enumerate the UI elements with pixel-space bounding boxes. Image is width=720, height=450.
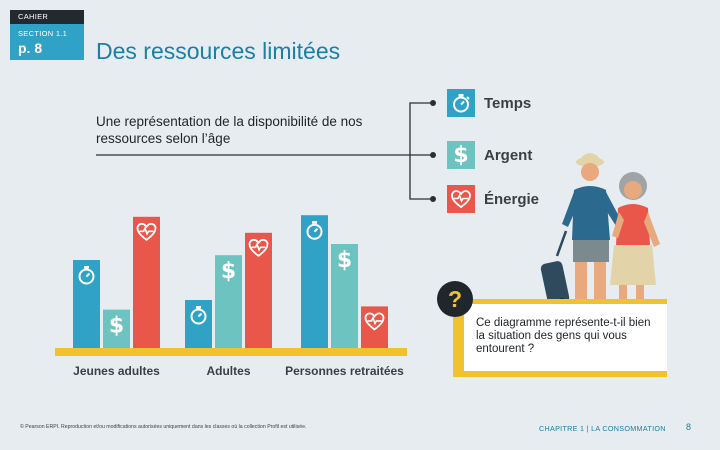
footer-page-number: 8: [686, 422, 692, 432]
chart-baseline: [55, 348, 407, 356]
chart-bar: [73, 260, 100, 348]
chart-bar: [215, 255, 242, 348]
dollar-icon: $: [447, 141, 475, 169]
woman-illustration: [610, 172, 660, 308]
dollar-icon: $: [337, 248, 352, 273]
svg-text:$: $: [109, 314, 124, 339]
chart-bar: [245, 232, 272, 348]
svg-text:$: $: [337, 248, 352, 273]
page-reference: p. 8: [18, 40, 43, 56]
dollar-icon: $: [221, 259, 236, 284]
stopwatch-icon: [447, 89, 475, 117]
stopwatch-icon: [306, 221, 323, 240]
category-label: Personnes retraitées: [285, 364, 404, 378]
chapter-label: CHAPITRE 1 | LA CONSOMMATION: [539, 424, 666, 433]
legend-item-energie: Énergie: [447, 182, 539, 216]
dollar-icon: $: [109, 314, 124, 339]
legend-label-energie: Énergie: [484, 190, 540, 208]
stopwatch-icon: [78, 266, 95, 285]
copyright-notice: © Pearson ERPI. Reproduction et/ou modif…: [20, 424, 307, 430]
suitcase-illustration: [540, 230, 570, 307]
legend-item-argent: $ Argent: [447, 138, 532, 172]
chart-bar: [361, 306, 388, 348]
question-mark-icon: ?: [437, 281, 473, 317]
chart-bar: [301, 215, 328, 348]
subtitle: Une représentation de la disponibilité d…: [96, 114, 363, 146]
question-text: Ce diagramme représente-t-il bien la sit…: [464, 304, 667, 371]
question-box: Ce diagramme représente-t-il bien la sit…: [453, 299, 667, 377]
section-label: SECTION 1.1: [18, 29, 68, 38]
legend-item-temps: Temps: [447, 86, 531, 120]
section-badge: SECTION 1.1 p. 8: [10, 24, 84, 60]
category-label: Jeunes adultes: [73, 364, 160, 378]
svg-text:$: $: [221, 259, 236, 284]
legend-label-temps: Temps: [484, 94, 532, 112]
chart-bar: [103, 309, 130, 348]
category-label: Adultes: [206, 364, 250, 378]
chart-bar: [331, 244, 358, 348]
cahier-label: CAHIER: [10, 10, 84, 24]
stopwatch-icon: [190, 306, 207, 325]
page-title: Des ressources limitées: [96, 38, 341, 64]
heart-pulse-icon: [364, 312, 385, 331]
heart-pulse-icon: [248, 238, 269, 257]
heart-pulse-icon: [136, 222, 157, 241]
legend-label-argent: Argent: [484, 146, 533, 164]
chart-bar: [133, 216, 160, 348]
heart-pulse-icon: [447, 185, 475, 213]
